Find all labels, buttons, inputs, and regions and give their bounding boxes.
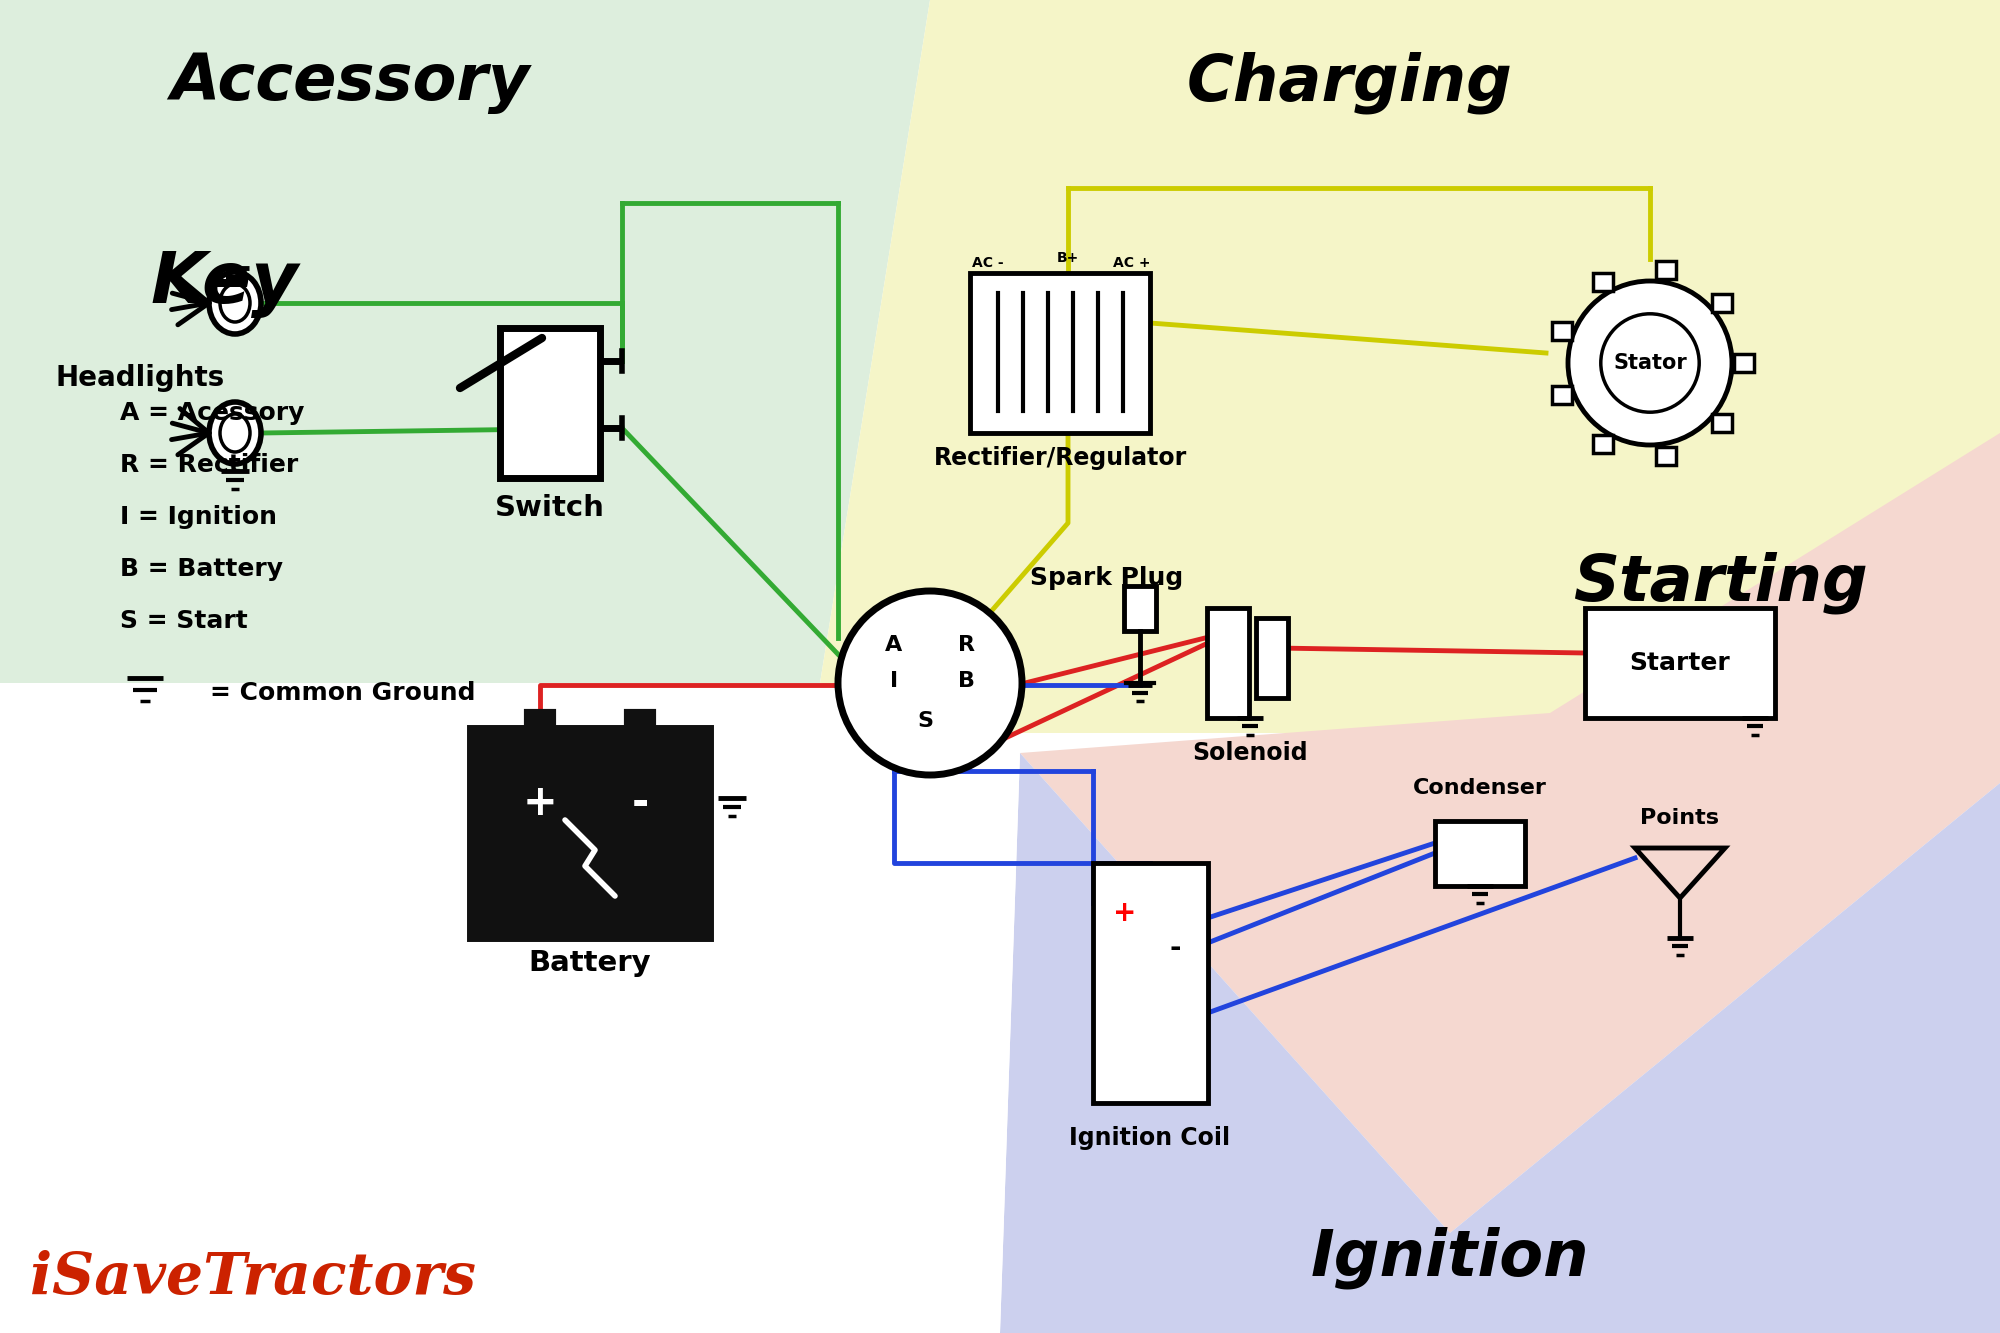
Ellipse shape (208, 272, 260, 335)
Text: I = Ignition: I = Ignition (120, 505, 276, 529)
Text: Headlights: Headlights (56, 364, 224, 392)
Text: Switch: Switch (496, 495, 604, 523)
Bar (1206, 608, 1248, 718)
Text: Starter: Starter (1630, 651, 1730, 674)
Text: -: - (632, 782, 648, 824)
Text: S = Start: S = Start (120, 609, 248, 633)
Text: Battery: Battery (528, 949, 652, 977)
Bar (1586, 608, 1776, 718)
Text: iSaveTractors: iSaveTractors (30, 1250, 476, 1306)
Text: AC -: AC - (972, 256, 1004, 271)
Text: -: - (1170, 934, 1180, 962)
Text: I: I (890, 670, 898, 690)
Bar (970, 273, 1150, 433)
Bar (1124, 585, 1156, 631)
Bar (1256, 619, 1288, 698)
Text: Ignition Coil: Ignition Coil (1070, 1126, 1230, 1150)
Polygon shape (0, 682, 1020, 1333)
Text: +: + (522, 782, 558, 824)
Text: AC +: AC + (1114, 256, 1150, 271)
FancyBboxPatch shape (1594, 272, 1614, 291)
Text: +: + (1114, 898, 1136, 926)
FancyBboxPatch shape (1594, 436, 1614, 453)
Ellipse shape (220, 284, 250, 323)
FancyBboxPatch shape (1734, 355, 1754, 372)
Circle shape (1568, 281, 1732, 445)
FancyBboxPatch shape (1712, 293, 1732, 312)
Text: Starting: Starting (1572, 552, 1868, 615)
Text: Key: Key (150, 248, 298, 317)
Text: R = Rectifier: R = Rectifier (120, 453, 298, 477)
Polygon shape (1000, 753, 2000, 1333)
Text: Ignition: Ignition (1310, 1226, 1590, 1289)
Bar (526, 710, 554, 729)
Polygon shape (820, 0, 2000, 733)
FancyBboxPatch shape (1712, 415, 1732, 432)
Bar (500, 328, 600, 479)
Text: Accessory: Accessory (170, 52, 530, 115)
Text: B: B (958, 670, 974, 690)
Text: B = Battery: B = Battery (120, 557, 284, 581)
Text: Condenser: Condenser (1414, 778, 1546, 798)
Text: Charging: Charging (1188, 52, 1512, 115)
Bar (1436, 821, 1526, 885)
FancyBboxPatch shape (1552, 387, 1572, 404)
Text: Spark Plug: Spark Plug (1030, 567, 1184, 591)
Text: = Common Ground: = Common Ground (210, 681, 476, 705)
Bar (470, 728, 710, 938)
Bar (626, 710, 654, 729)
Circle shape (1600, 313, 1700, 412)
Text: S: S (916, 710, 932, 730)
Circle shape (838, 591, 1022, 774)
Text: R: R (958, 635, 974, 655)
Text: Stator: Stator (1614, 353, 1686, 373)
Text: Rectifier/Regulator: Rectifier/Regulator (934, 447, 1186, 471)
Text: A: A (886, 635, 902, 655)
Ellipse shape (208, 403, 260, 464)
Text: A = Acessory: A = Acessory (120, 401, 304, 425)
Ellipse shape (220, 415, 250, 452)
Polygon shape (1020, 433, 2000, 1233)
Polygon shape (0, 0, 930, 682)
Bar (1092, 862, 1208, 1102)
Text: Solenoid: Solenoid (1192, 741, 1308, 765)
FancyBboxPatch shape (1656, 261, 1676, 280)
FancyBboxPatch shape (1656, 447, 1676, 465)
Text: B+: B+ (1056, 251, 1080, 265)
Text: Points: Points (1640, 808, 1720, 828)
FancyBboxPatch shape (1552, 321, 1572, 340)
